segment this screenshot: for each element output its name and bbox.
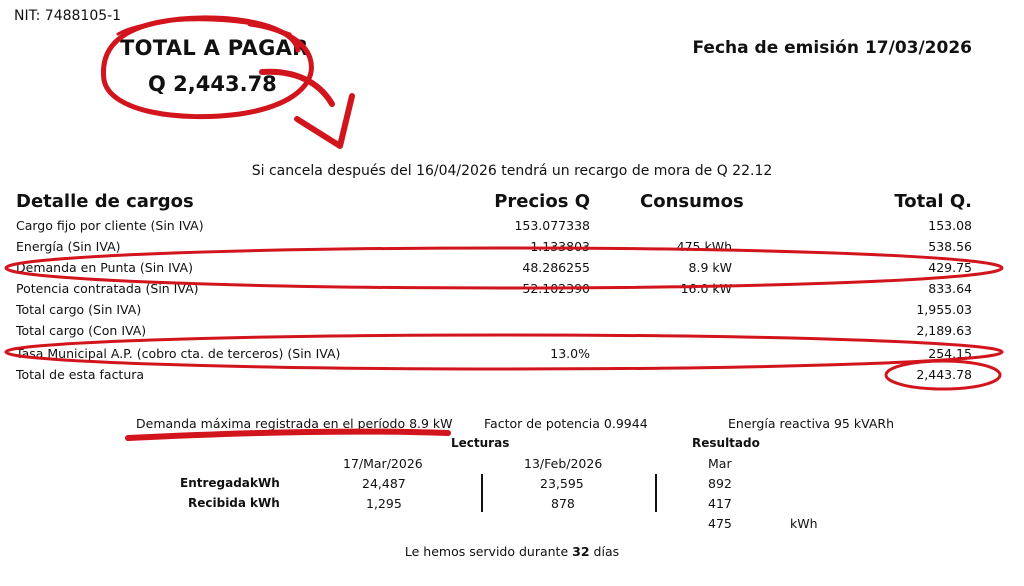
servido-prefix: Le hemos servido durante: [404, 544, 569, 559]
fecha-emision: Fecha de emisión 17/03/2026: [693, 38, 973, 58]
servido-suffix: días: [593, 544, 620, 559]
demanda-maxima: Demanda máxima registrada en el período …: [136, 416, 453, 431]
entregada-resultado: 892: [708, 476, 732, 491]
total-a-pagar-title: TOTAL A PAGAR: [120, 36, 309, 60]
charge-total: 833.64: [928, 281, 972, 296]
recibida-unit: kWh: [250, 496, 280, 510]
charge-row: Total de esta factura 2,443.78: [0, 367, 1024, 388]
charge-total: 153.08: [928, 218, 972, 233]
net-resultado: 475: [708, 516, 732, 531]
charge-row: Cargo fijo por cliente (Sin IVA) 153.077…: [0, 218, 1024, 239]
charge-desc: Cargo fijo por cliente (Sin IVA): [16, 218, 204, 233]
fecha-emision-value: 17/03/2026: [864, 38, 972, 58]
entregada-v2: 23,595: [540, 476, 584, 491]
charge-consumo: 16.0 kW: [680, 281, 732, 296]
charge-precio: 13.0%: [550, 346, 590, 361]
charge-desc: Total de esta factura: [16, 367, 145, 382]
charge-row: Demanda en Punta (Sin IVA) 48.286255 8.9…: [0, 260, 1024, 281]
recibida-label: Recibida: [188, 496, 246, 510]
charge-total: 2,443.78: [916, 367, 972, 382]
charge-consumo: 475 kWh: [676, 239, 732, 254]
charge-row: Tasa Municipal A.P. (cobro cta. de terce…: [0, 346, 1024, 367]
header-consumos: Consumos: [640, 191, 744, 212]
charge-desc: Total cargo (Sin IVA): [16, 302, 142, 317]
resultado-month: Mar: [708, 456, 732, 471]
fecha-emision-label: Fecha de emisión: [692, 38, 859, 58]
header-detalle: Detalle de cargos: [16, 191, 194, 212]
recibida-v1: 1,295: [366, 496, 402, 511]
charge-total: 538.56: [928, 239, 972, 254]
charge-total: 2,189.63: [916, 323, 972, 338]
entregada-unit: kWh: [250, 476, 280, 490]
underline-demanda-maxima: [125, 428, 451, 441]
charge-precio: 153.077338: [514, 218, 590, 233]
servido-line: Le hemos servido durante 32 días: [0, 544, 1024, 559]
charge-precio: 1.133803: [530, 239, 590, 254]
charge-desc: Total cargo (Con IVA): [16, 323, 147, 338]
charge-desc: Demanda en Punta (Sin IVA): [16, 260, 193, 275]
charge-row: Energía (Sin IVA) 1.133803 475 kWh 538.5…: [0, 239, 1024, 260]
circle-annotation-total: [100, 15, 314, 120]
charge-consumo: 8.9 kW: [688, 260, 732, 275]
charge-desc: Potencia contratada (Sin IVA): [16, 281, 199, 296]
charge-total: 1,955.03: [916, 302, 972, 317]
header-precios: Precios Q: [494, 191, 590, 212]
charge-precio: 52.102390: [522, 281, 590, 296]
charge-total: 254.15: [928, 346, 972, 361]
recargo-notice: Si cancela después del 16/04/2026 tendrá…: [251, 163, 773, 179]
entregada-label: Entregada: [180, 476, 250, 490]
factor-potencia: Factor de potencia 0.9944: [484, 416, 648, 431]
charge-row: Total cargo (Con IVA) 2,189.63: [0, 323, 1024, 344]
column-divider: [655, 474, 657, 512]
servido-days: 32: [572, 544, 590, 559]
lecturas-label: Lecturas: [451, 436, 510, 450]
charge-row: Total cargo (Sin IVA) 1,955.03: [0, 302, 1024, 323]
nit-label: NIT: 7488105-1: [14, 8, 122, 24]
charge-total: 429.75: [928, 260, 972, 275]
charge-row: Potencia contratada (Sin IVA) 52.102390 …: [0, 281, 1024, 302]
charge-precio: 48.286255: [522, 260, 590, 275]
recibida-v2: 878: [551, 496, 575, 511]
recibida-resultado: 417: [708, 496, 732, 511]
net-unit: kWh: [790, 516, 818, 531]
charge-desc: Tasa Municipal A.P. (cobro cta. de terce…: [16, 346, 341, 361]
energia-reactiva: Energía reactiva 95 kVARh: [728, 416, 894, 431]
header-total: Total Q.: [894, 191, 972, 212]
total-a-pagar-amount: Q 2,443.78: [148, 72, 277, 96]
entregada-v1: 24,487: [362, 476, 406, 491]
resultado-label: Resultado: [692, 436, 760, 450]
column-divider: [481, 474, 483, 512]
charge-desc: Energía (Sin IVA): [16, 239, 121, 254]
lectura-date-1: 17/Mar/2026: [343, 456, 423, 471]
lectura-date-2: 13/Feb/2026: [524, 456, 603, 471]
